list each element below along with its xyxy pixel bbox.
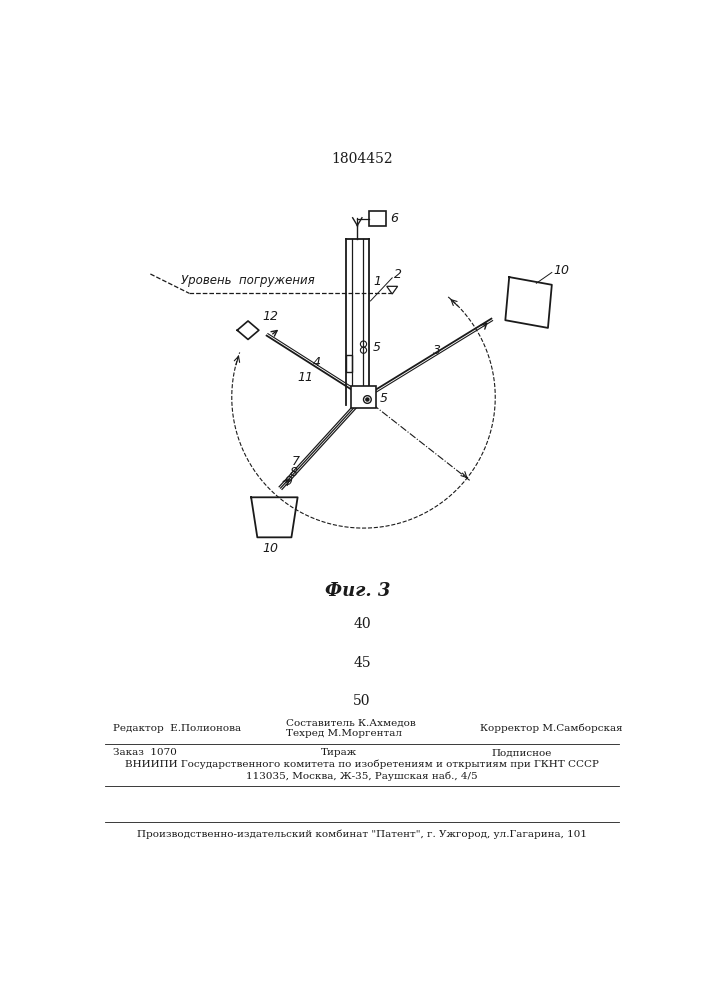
Text: 8: 8 xyxy=(290,466,298,479)
Bar xyxy=(351,386,376,408)
Text: 12: 12 xyxy=(262,310,278,323)
Text: 10: 10 xyxy=(554,264,569,277)
Text: 10: 10 xyxy=(263,542,279,555)
Text: Редактор  Е.Полионова: Редактор Е.Полионова xyxy=(113,724,241,733)
Text: 45: 45 xyxy=(353,656,370,670)
Circle shape xyxy=(366,398,369,401)
Text: Техред М.Моргентал: Техред М.Моргентал xyxy=(286,729,402,738)
Text: 6: 6 xyxy=(390,212,398,225)
Text: 4: 4 xyxy=(313,356,321,369)
Text: 11: 11 xyxy=(298,371,314,384)
Text: 7: 7 xyxy=(292,455,300,468)
Text: Производственно-издательский комбинат "Патент", г. Ужгород, ул.Гагарина, 101: Производственно-издательский комбинат "П… xyxy=(137,829,587,839)
Text: 9: 9 xyxy=(284,475,293,488)
Text: Фиг. 3: Фиг. 3 xyxy=(325,582,391,600)
Text: 113035, Москва, Ж-35, Раушская наб., 4/5: 113035, Москва, Ж-35, Раушская наб., 4/5 xyxy=(246,771,478,781)
Text: 50: 50 xyxy=(354,694,370,708)
Text: 1: 1 xyxy=(373,275,382,288)
Text: 3: 3 xyxy=(433,344,441,358)
Text: 1804452: 1804452 xyxy=(331,152,393,166)
Text: Корректор М.Самборская: Корректор М.Самборская xyxy=(480,724,622,733)
Text: Заказ  1070: Заказ 1070 xyxy=(113,748,177,757)
Text: 40: 40 xyxy=(353,617,370,631)
Text: 5: 5 xyxy=(373,341,381,354)
Text: Составитель К.Ахмедов: Составитель К.Ахмедов xyxy=(286,718,416,727)
Text: 2: 2 xyxy=(394,268,402,281)
Bar xyxy=(369,211,386,226)
Text: Уровень  погружения: Уровень погружения xyxy=(182,274,315,287)
Text: Подписное: Подписное xyxy=(491,748,551,757)
Text: ВНИИПИ Государственного комитета по изобретениям и открытиям при ГКНТ СССР: ВНИИПИ Государственного комитета по изоб… xyxy=(125,760,599,769)
Text: Тираж: Тираж xyxy=(321,748,357,757)
Text: 5: 5 xyxy=(380,392,387,405)
Bar xyxy=(346,355,352,372)
